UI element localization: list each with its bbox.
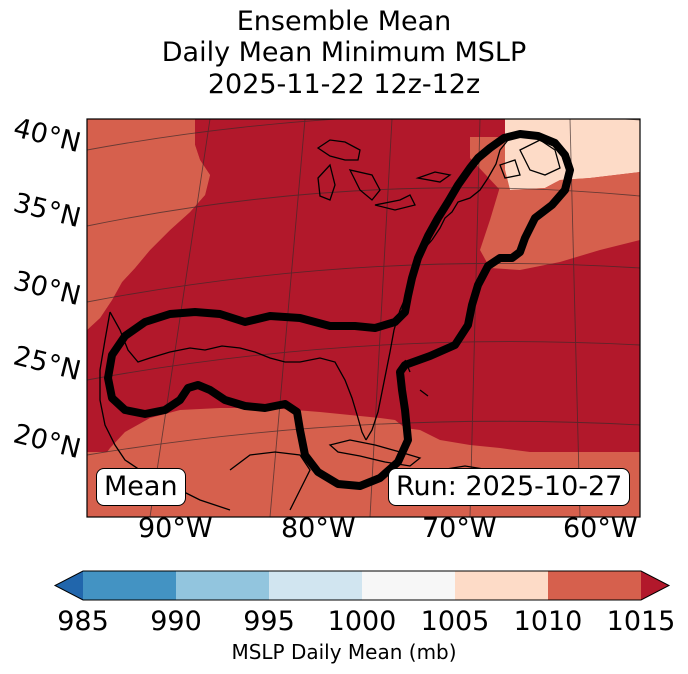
colorbar-tick-1000: 1000	[327, 606, 397, 637]
colorbar-tick-990: 990	[150, 606, 202, 637]
colorbar-tick-1005: 1005	[420, 606, 490, 637]
colorbar-tick-995: 995	[243, 606, 295, 637]
colorbar-tick-1015: 1015	[606, 606, 676, 637]
colorbar-bin-995-1000	[269, 571, 362, 600]
title-line-3: 2025-11-22 12z-12z	[207, 69, 481, 100]
lon-label-60w: 60°W	[563, 513, 638, 544]
contour-1010mb	[104, 130, 574, 490]
colorbar-bin-1005-1010	[455, 571, 548, 600]
map-frame	[86, 118, 641, 518]
lon-label-80w: 80°W	[281, 513, 356, 544]
title-line-2: Daily Mean Minimum MSLP	[161, 37, 527, 68]
colorbar-bin-1000-1005	[362, 571, 455, 600]
colorbar-extend-high	[641, 571, 669, 600]
colorbar-bin-985-990	[83, 571, 176, 600]
colorbar-tick-1010: 1010	[513, 606, 583, 637]
graticule	[87, 119, 640, 517]
colorbar-tick-985: 985	[57, 606, 109, 637]
colorbar-bin-990-995	[176, 571, 269, 600]
colorbar-outline	[53, 570, 671, 601]
mean-label-box: Mean	[96, 468, 186, 506]
colorbar-label: MSLP Daily Mean (mb)	[231, 640, 457, 664]
title-line-1: Ensemble Mean	[236, 6, 452, 37]
run-date-box: Run: 2025-10-27	[388, 468, 631, 506]
colorbar-extend-low	[55, 571, 83, 600]
colorbar-bin-1010-1015	[548, 571, 641, 600]
lon-label-70w: 70°W	[422, 513, 497, 544]
lon-label-90w: 90°W	[138, 513, 213, 544]
